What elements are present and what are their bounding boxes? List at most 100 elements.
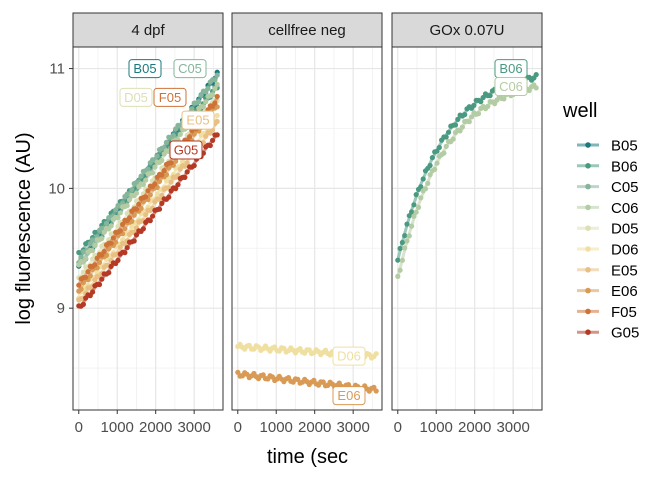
legend-item-D06: D06 [577,242,639,259]
series-label-box [332,386,366,406]
data-point-D06 [246,342,252,348]
data-point-F05 [186,134,193,140]
series-label-box [119,87,153,107]
data-point-B06 [436,144,442,151]
x-tick-label: 3000 [177,419,210,436]
data-point-G05 [214,132,220,138]
data-point-E06 [96,259,103,265]
series-label-box [169,140,203,160]
data-point-E06 [113,239,119,245]
data-point-G05 [106,270,112,276]
data-point-B06 [478,99,484,105]
x-tick-label: 2000 [298,419,331,436]
legend-title: well [562,100,597,122]
legend-key-point [585,329,591,336]
data-point-G05 [166,194,172,200]
data-point-D06 [214,112,220,119]
data-point-C05 [154,153,160,159]
data-point-G05 [133,232,140,238]
data-point-B06 [397,245,403,252]
data-point-E06 [214,104,220,110]
data-point-C06 [501,96,507,102]
data-point-D06 [154,191,160,197]
data-point-C06 [406,233,412,239]
data-point-B06 [487,93,493,99]
data-point-C06 [140,181,146,188]
data-point-B06 [413,192,419,198]
series-label: C05 [178,61,202,76]
data-point-C05 [198,92,204,98]
legend-key-point [585,308,591,315]
data-point-E05 [203,133,209,139]
data-point-F05 [92,262,98,268]
data-point-C06 [210,92,216,98]
data-point-C05 [145,166,151,172]
data-point-E05 [156,196,163,202]
data-point-C05 [189,106,195,112]
data-point-F05 [117,228,123,234]
data-point-C06 [115,215,121,221]
data-point-F05 [76,282,82,288]
legend-key-point [585,287,591,294]
data-point-C05 [78,254,84,260]
data-point-E06 [260,372,266,378]
data-point-E06 [138,205,144,211]
data-point-C06 [395,273,401,279]
data-point-B06 [443,134,449,140]
data-point-B06 [418,184,424,190]
data-point-F05 [168,160,174,166]
panel-border [391,46,543,411]
data-point-F05 [133,206,140,212]
data-point-C06 [404,238,410,244]
legend-item-D05: D05 [577,221,639,238]
legend-label: C05 [611,179,639,196]
data-point-G05 [131,238,137,244]
data-point-D06 [306,347,312,353]
data-point-C06 [214,81,220,87]
legend-label: B05 [611,138,638,155]
data-point-B06 [406,213,412,219]
data-point-D06 [94,269,100,275]
data-point-E06 [173,158,179,164]
series-label: D05 [124,90,148,105]
data-point-F05 [212,100,218,106]
data-point-C06 [126,197,133,203]
legend-label: E05 [611,262,638,279]
legend-item-C06: C06 [577,200,639,217]
y-tick-label: 10 [48,180,65,197]
data-point-C05 [205,85,211,92]
data-point-C05 [87,241,93,247]
data-point-F05 [85,269,91,275]
data-point-G05 [150,213,156,219]
data-point-G05 [173,186,179,192]
data-point-B06 [404,221,410,227]
legend-key-point [585,183,591,190]
legend-label: B06 [611,158,638,175]
panel-1: cellfree neg D06 E06 0 1000 2000 3000 [231,12,383,436]
data-point-D06 [180,158,186,164]
x-tick-label: 0 [394,419,402,436]
data-point-C06 [466,119,472,125]
data-point-E06 [373,388,379,394]
legend-label: G05 [611,325,639,342]
legend-key-point [585,246,591,252]
data-point-C05 [113,207,119,213]
panel-title: cellfree neg [268,22,346,39]
data-point-C06 [409,223,415,229]
data-point-C06 [133,190,140,196]
data-point-F05 [143,194,149,200]
data-point-C06 [92,242,98,248]
data-point-C06 [99,235,105,242]
legend-item-B05: B05 [577,138,638,155]
data-point-B06 [429,155,435,161]
data-point-E06 [371,384,377,390]
data-point-C06 [402,245,408,251]
data-point-B06 [452,122,459,128]
panel-2: GOx 0.07U B06 C06 0 1000 2000 3000 [391,12,543,436]
data-point-F05 [101,248,107,255]
data-point-F05 [161,168,167,174]
x-tick-label: 3000 [496,419,529,436]
data-point-E05 [117,244,123,250]
data-point-C06 [441,150,447,156]
legend-label: F05 [611,304,637,321]
